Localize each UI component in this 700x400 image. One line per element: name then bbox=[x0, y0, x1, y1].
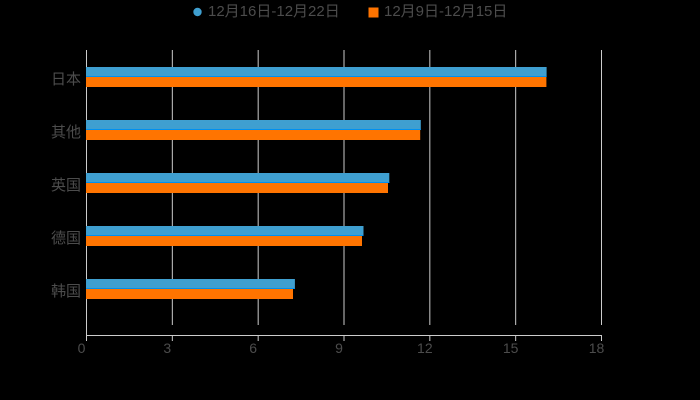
svg-text:12月16日-12月22日: 12月16日-12月22日 bbox=[208, 3, 340, 20]
svg-text:15: 15 bbox=[503, 340, 519, 356]
svg-text:9: 9 bbox=[335, 340, 343, 356]
svg-text:英国: 英国 bbox=[51, 176, 81, 194]
svg-text:0: 0 bbox=[78, 340, 86, 356]
svg-text:6: 6 bbox=[249, 340, 257, 356]
svg-text:其他: 其他 bbox=[51, 124, 81, 141]
svg-text:12月9日-12月15日: 12月9日-12月15日 bbox=[384, 3, 507, 20]
svg-text:韩国: 韩国 bbox=[51, 283, 81, 300]
svg-text:德国: 德国 bbox=[51, 229, 81, 247]
svg-text:18: 18 bbox=[589, 340, 605, 356]
svg-text:日本: 日本 bbox=[51, 71, 81, 88]
svg-text:3: 3 bbox=[163, 340, 171, 356]
svg-text:12: 12 bbox=[417, 340, 433, 356]
